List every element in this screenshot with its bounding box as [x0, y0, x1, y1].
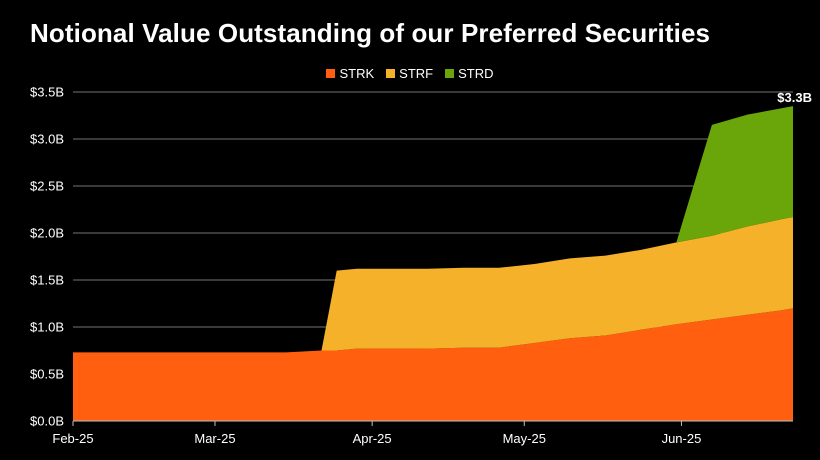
- legend-item-strd: STRD: [445, 66, 494, 81]
- y-tick-label: $0.5B: [30, 367, 64, 382]
- x-tick-label: Feb-25: [52, 431, 93, 446]
- legend-label: STRK: [339, 66, 375, 81]
- x-tick-label: Mar-25: [194, 431, 235, 446]
- y-tick-label: $2.0B: [30, 226, 64, 241]
- y-tick-label: $3.5B: [30, 85, 64, 100]
- legend-label: STRD: [458, 66, 494, 81]
- legend-swatch: [386, 69, 396, 78]
- legend-swatch: [326, 69, 336, 78]
- legend-swatch: [445, 69, 455, 78]
- area-strk: [73, 308, 793, 421]
- legend-label: STRF: [399, 66, 434, 81]
- area-strf: [321, 217, 793, 351]
- x-tick-label: Apr-25: [353, 431, 392, 446]
- y-tick-label: $0.0B: [30, 414, 64, 429]
- x-tick-label: Jun-25: [662, 431, 702, 446]
- legend: STRK STRF STRD: [0, 66, 820, 81]
- y-tick-label: $2.5B: [30, 179, 64, 194]
- legend-item-strf: STRF: [386, 66, 433, 81]
- y-tick-label: $1.5B: [30, 273, 64, 288]
- x-tick-label: May-25: [503, 431, 546, 446]
- area-strd: [676, 106, 793, 243]
- legend-item-strk: STRK: [326, 66, 374, 81]
- y-tick-label: $1.0B: [30, 320, 64, 335]
- chart-title: Notional Value Outstanding of our Prefer…: [30, 18, 711, 48]
- total-callout: $3.3B: [777, 90, 812, 105]
- y-tick-label: $3.0B: [30, 132, 64, 147]
